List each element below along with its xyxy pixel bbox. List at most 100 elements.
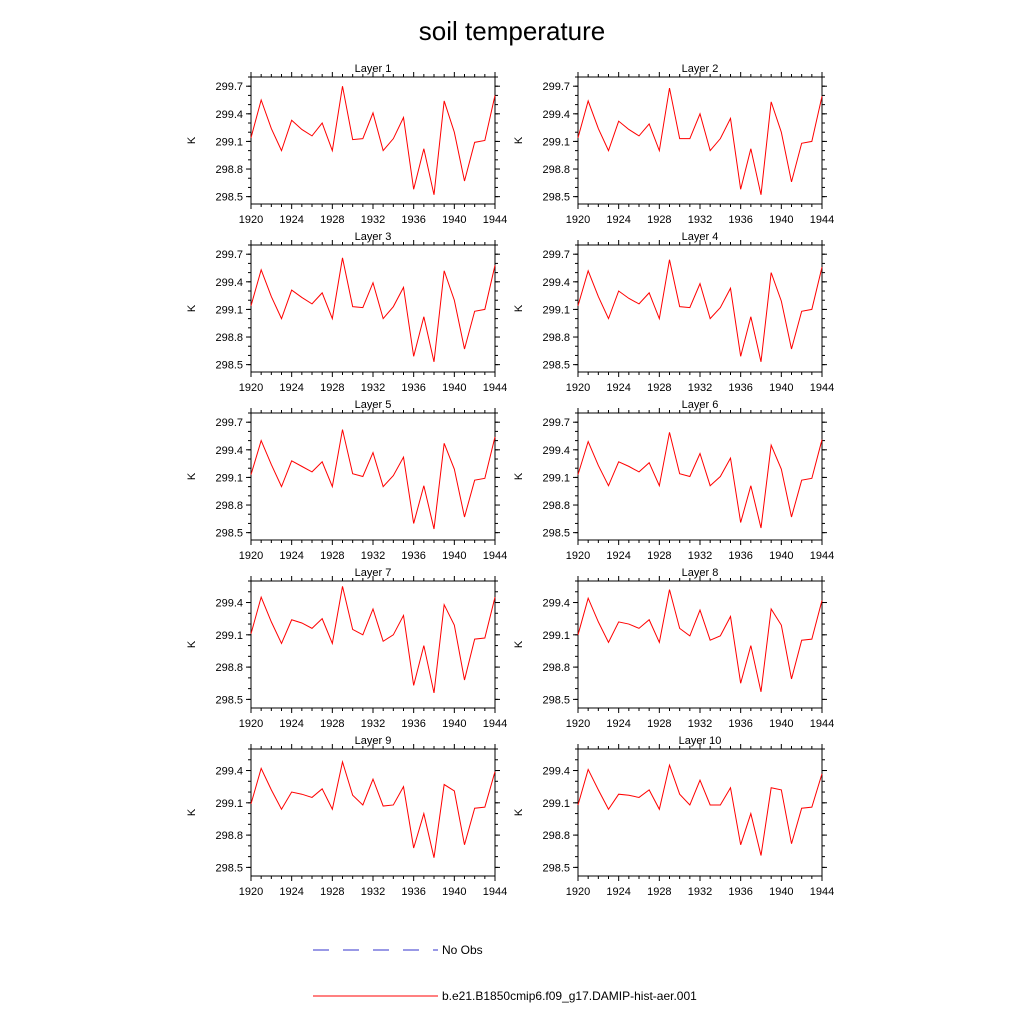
y-tick-label: 299.7 [215, 249, 243, 261]
figure-title: soil temperature [419, 16, 605, 46]
x-tick-label: 1928 [647, 214, 671, 226]
x-tick-label: 1944 [810, 382, 834, 394]
panel-layer-5: Layer 5 K 1920 1924 1928 1932 1936 1940 1944 298.… [186, 399, 507, 562]
y-tick-label: 298.8 [215, 332, 243, 344]
x-tick-label: 1928 [320, 214, 344, 226]
x-tick-label: 1924 [279, 718, 303, 730]
x-tick-label: 1920 [566, 550, 590, 562]
x-tick-label: 1936 [401, 550, 425, 562]
x-tick-label: 1928 [647, 886, 671, 898]
y-tick-label: 299.4 [542, 277, 570, 289]
x-tick-label: 1924 [279, 886, 303, 898]
x-tick-label: 1920 [239, 718, 263, 730]
y-tick-label: 298.5 [542, 862, 570, 874]
y-tick-label: 298.8 [542, 332, 570, 344]
x-tick-label: 1928 [320, 718, 344, 730]
y-tick-label: 299.7 [215, 81, 243, 93]
series-line-model [250, 586, 496, 694]
panel-title: Layer 9 [355, 735, 392, 747]
panel-layer-3: Layer 3 K 1920 1924 1928 1932 1936 1940 1944 298.… [186, 231, 507, 394]
x-tick-label: 1940 [769, 550, 793, 562]
x-tick-label: 1928 [647, 382, 671, 394]
x-tick-label: 1944 [810, 214, 834, 226]
plot-frame [250, 76, 496, 205]
series-line-model [577, 432, 823, 529]
x-tick-label: 1944 [483, 718, 507, 730]
x-tick-label: 1920 [566, 382, 590, 394]
y-tick-label: 299.7 [542, 249, 570, 261]
x-tick-label: 1920 [239, 886, 263, 898]
y-tick-label: 299.4 [215, 766, 243, 778]
y-tick-label: 299.1 [542, 472, 570, 484]
y-tick-label: 298.8 [215, 164, 243, 176]
y-tick-label: 298.8 [542, 164, 570, 176]
y-tick-label: 299.1 [542, 136, 570, 148]
y-tick-label: 298.8 [542, 500, 570, 512]
panel-title: Layer 5 [355, 399, 392, 411]
legend-label-model: b.e21.B1850cmip6.f09_g17.DAMIP-hist-aer.… [442, 989, 697, 1003]
x-tick-label: 1944 [483, 550, 507, 562]
y-tick-label: 298.5 [215, 192, 243, 204]
y-tick-label: 299.1 [215, 136, 243, 148]
x-tick-label: 1932 [361, 382, 385, 394]
panel-title: Layer 1 [355, 63, 392, 75]
y-axis-label: K [186, 640, 198, 648]
x-tick-label: 1932 [361, 718, 385, 730]
x-tick-label: 1944 [810, 886, 834, 898]
y-axis-label: K [513, 640, 525, 648]
panel-title: Layer 2 [682, 63, 719, 75]
y-tick-label: 298.5 [542, 192, 570, 204]
y-axis-label: K [186, 304, 198, 312]
y-tick-label: 299.7 [542, 417, 570, 429]
x-tick-label: 1936 [401, 214, 425, 226]
series-line-model [250, 257, 496, 362]
panel-title: Layer 7 [355, 567, 392, 579]
y-tick-label: 299.4 [542, 445, 570, 457]
panel-grid: Layer 1 K 1920 1924 1928 1932 1936 1940 1944 298.… [186, 63, 834, 898]
y-tick-label: 298.8 [542, 662, 570, 674]
y-axis-label: K [513, 472, 525, 480]
x-tick-label: 1940 [442, 550, 466, 562]
y-tick-label: 299.1 [215, 798, 243, 810]
y-tick-label: 298.5 [542, 360, 570, 372]
y-tick-label: 298.5 [215, 360, 243, 372]
x-tick-label: 1940 [769, 886, 793, 898]
x-tick-label: 1944 [810, 550, 834, 562]
x-tick-label: 1940 [769, 214, 793, 226]
x-tick-label: 1924 [606, 886, 630, 898]
x-tick-label: 1932 [361, 886, 385, 898]
x-tick-label: 1932 [688, 382, 712, 394]
panel-layer-7: Layer 7 K 1920 1924 1928 1932 1936 1940 1944 298.… [186, 567, 507, 730]
panel-layer-9: Layer 9 K 1920 1924 1928 1932 1936 1940 1944 298.… [186, 735, 507, 898]
x-tick-label: 1932 [688, 550, 712, 562]
x-tick-label: 1932 [361, 550, 385, 562]
y-tick-label: 298.8 [215, 662, 243, 674]
y-tick-label: 299.1 [542, 630, 570, 642]
x-tick-label: 1920 [566, 718, 590, 730]
series-line-model [577, 259, 823, 362]
panel-layer-10: Layer 10 K 1920 1924 1928 1932 1936 1940 1944 298… [513, 735, 834, 898]
x-tick-label: 1924 [606, 718, 630, 730]
y-axis-label: K [186, 136, 198, 144]
x-tick-label: 1936 [728, 886, 752, 898]
x-tick-label: 1944 [483, 214, 507, 226]
x-tick-label: 1932 [688, 886, 712, 898]
x-tick-label: 1936 [728, 382, 752, 394]
series-line-model [250, 429, 496, 530]
x-tick-label: 1944 [810, 718, 834, 730]
y-tick-label: 299.1 [542, 304, 570, 316]
plot-frame [577, 76, 823, 205]
panel-layer-1: Layer 1 K 1920 1924 1928 1932 1936 1940 1944 298.… [186, 63, 507, 226]
x-tick-label: 1936 [401, 718, 425, 730]
x-tick-label: 1940 [769, 382, 793, 394]
y-tick-label: 298.8 [215, 500, 243, 512]
y-axis-label: K [186, 808, 198, 816]
series-line-model [577, 763, 823, 856]
y-tick-label: 299.7 [542, 81, 570, 93]
x-tick-label: 1920 [566, 886, 590, 898]
y-tick-label: 299.1 [215, 472, 243, 484]
y-tick-label: 299.4 [542, 766, 570, 778]
x-tick-label: 1940 [769, 718, 793, 730]
x-tick-label: 1928 [320, 886, 344, 898]
